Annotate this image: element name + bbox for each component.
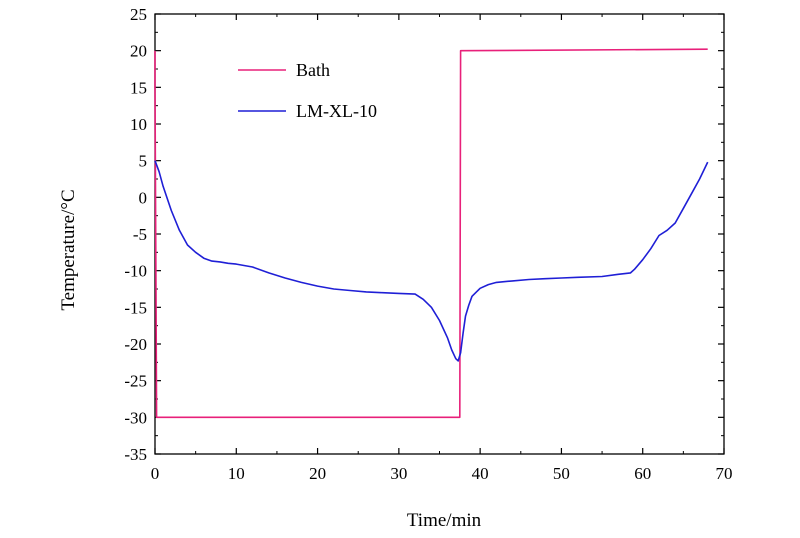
y-tick-label: 20 [130, 42, 147, 61]
y-tick-label: 15 [130, 78, 147, 97]
y-tick-label: 25 [130, 5, 147, 24]
y-tick-label: 5 [139, 152, 148, 171]
x-tick-label: 30 [390, 464, 407, 483]
x-tick-label: 70 [716, 464, 733, 483]
series-line-lm-xl-10 [154, 160, 709, 362]
y-axis-label: Temperature/°C [58, 189, 79, 310]
x-tick-label: 40 [472, 464, 489, 483]
y-tick-label: -5 [133, 225, 147, 244]
y-tick-label: 0 [139, 188, 148, 207]
y-tick-label: -15 [124, 298, 147, 317]
x-tick-label: 0 [151, 464, 160, 483]
plot-area-border [154, 13, 725, 455]
y-tick-label: -30 [124, 408, 147, 427]
chart-series [154, 48, 709, 419]
y-tick-label: 10 [130, 115, 147, 134]
x-tick-label: 50 [553, 464, 570, 483]
plot-frame [154, 13, 725, 455]
axis-tick-labels: 0 10 20 30 40 50 60 70 -35 -30 -25 -20 -15 -10 -5 0 5 10 1… [124, 5, 732, 483]
x-tick-label: 20 [309, 464, 326, 483]
y-tick-label: -20 [124, 335, 147, 354]
x-axis-label: Time/min [407, 510, 482, 531]
x-tick-label: 10 [228, 464, 245, 483]
y-tick-label: -25 [124, 372, 147, 391]
legend-label-bath: Bath [296, 60, 330, 80]
chart-legend: Bath LM-XL-10 [238, 60, 377, 121]
legend-label-lm-xl-10: LM-XL-10 [296, 101, 377, 121]
series-line-bath [154, 48, 708, 419]
y-tick-label: -35 [124, 445, 147, 464]
x-tick-label: 60 [634, 464, 651, 483]
y-tick-label: -10 [124, 262, 147, 281]
axis-ticks [154, 13, 725, 455]
